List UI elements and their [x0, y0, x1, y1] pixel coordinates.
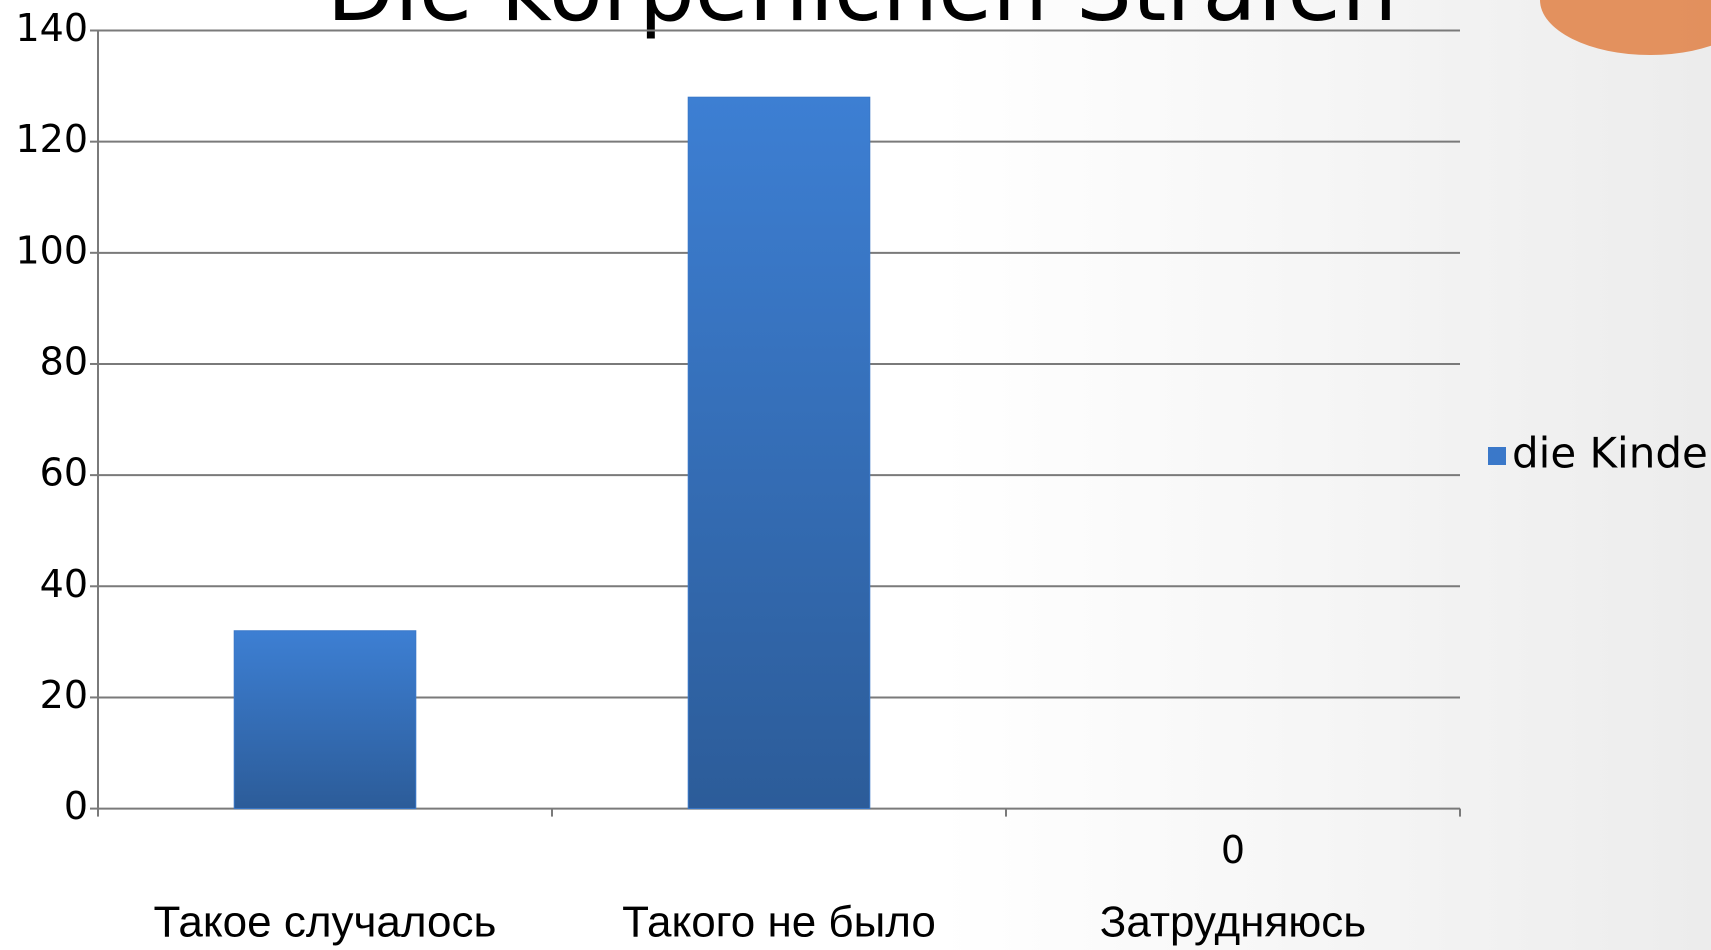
y-tick-label: 60: [40, 451, 88, 495]
y-tick-label: 80: [40, 339, 88, 383]
x-tick-label: Такое случалось: [154, 898, 497, 947]
bar: [234, 631, 416, 809]
chart: Die körperlichen Strafen 0 20 40 60 80 100 120…: [0, 0, 1711, 950]
y-tick-label: 140: [15, 6, 88, 50]
page: Die körperlichen Strafen 0 20 40 60 80 100 120…: [0, 0, 1711, 950]
y-tick-label: 100: [15, 228, 88, 272]
x-tick-label: Затрудняюсь: [1100, 898, 1366, 947]
bar: [688, 97, 870, 808]
chart-title: Die körperlichen Strafen: [327, 0, 1398, 41]
y-tick-label: 0: [64, 784, 88, 828]
y-tick-label: 40: [40, 562, 88, 606]
legend-label: die Kinder: [1512, 429, 1711, 478]
x-tick-label: Такого не было: [622, 898, 936, 947]
legend-swatch: [1488, 447, 1506, 465]
data-label: 0: [1221, 828, 1245, 872]
y-tick-label: 20: [40, 673, 88, 717]
y-tick-label: 120: [15, 117, 88, 161]
